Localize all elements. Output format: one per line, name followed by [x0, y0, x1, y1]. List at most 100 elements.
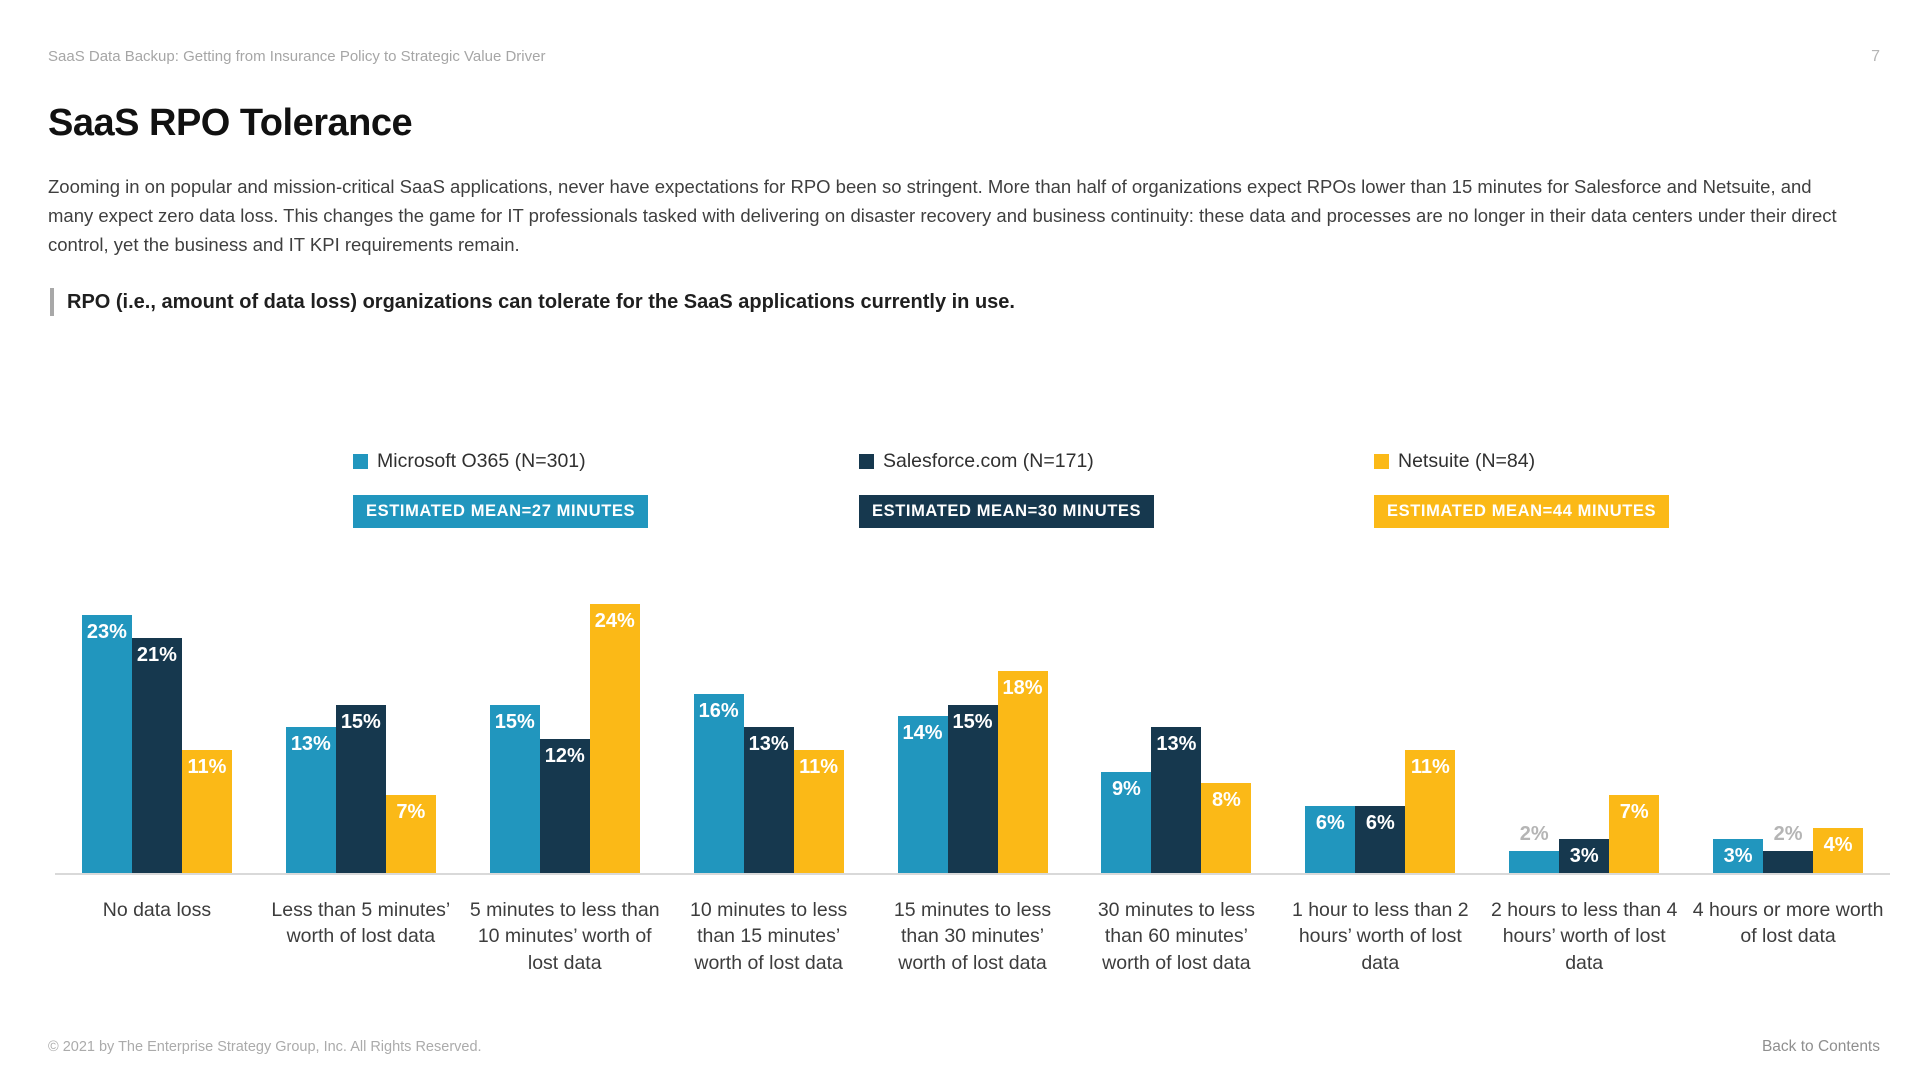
bar-group: 16% 13% 11%	[667, 593, 871, 873]
bar-value-label: 9%	[1111, 778, 1141, 801]
bar-value-label: 3%	[1723, 845, 1753, 868]
category-axis-labels: No data loss Less than 5 minutes’ worth o…	[55, 897, 1890, 976]
category-label: 4 hours or more worth of lost data	[1692, 899, 1884, 948]
bar: 11%	[1405, 749, 1456, 873]
bar: 14%	[897, 716, 948, 873]
bar-row: 2% 3% 7%	[1509, 794, 1660, 873]
bar-row: 13% 15% 7%	[285, 705, 436, 873]
bar-group: 13% 15% 7%	[259, 593, 463, 873]
category-label: 1 hour to less than 2 hours’ worth of lo…	[1291, 899, 1469, 974]
bar: 13%	[285, 727, 336, 873]
page-footer: © 2021 by The Enterprise Strategy Group,…	[48, 1038, 1880, 1056]
page-number: 7	[1871, 48, 1880, 65]
bar-value-label: 7%	[1619, 800, 1649, 823]
bar-value-label: 11%	[1410, 755, 1450, 778]
bar: 7%	[385, 794, 436, 873]
bar-chart-plot: 23% 21% 11% 13% 15% 7% 15% 12% 24% 16% 13% 11% 14% 15…	[55, 593, 1890, 875]
bar: 23%	[81, 615, 132, 873]
bar-group: 9% 13% 8%	[1074, 593, 1278, 873]
bar: 8%	[1201, 783, 1252, 873]
legend-series-label: Netsuite (N=84)	[1398, 450, 1536, 472]
bar-value-label: 7%	[396, 800, 426, 823]
estimated-mean-badge: ESTIMATED MEAN=27 MINUTES	[353, 495, 649, 528]
bar-value-label: 2%	[1773, 822, 1803, 845]
legend-column: Salesforce.com (N=171) ESTIMATED MEAN=30 …	[859, 450, 1155, 528]
bar-value-label: 11%	[187, 755, 227, 778]
bar-value-label: 3%	[1569, 845, 1599, 868]
bar-value-label: 2%	[1519, 822, 1549, 845]
bar-value-label: 8%	[1211, 789, 1241, 812]
legend-swatch-icon	[353, 454, 368, 469]
legend-item: Microsoft O365 (N=301)	[353, 450, 648, 473]
bar: 6%	[1355, 805, 1406, 873]
bar-value-label: 15%	[494, 711, 535, 733]
bar-value-label: 13%	[748, 733, 789, 756]
bar-value-label: 6%	[1315, 811, 1345, 834]
bar: 24%	[589, 604, 640, 873]
category-label: Less than 5 minutes’ worth of lost data	[271, 899, 451, 948]
category-label: 5 minutes to less than 10 minutes’ worth…	[469, 899, 660, 974]
estimated-mean-badge: ESTIMATED MEAN=44 MINUTES	[1374, 495, 1670, 528]
category-label: 15 minutes to less than 30 minutes’ wort…	[893, 899, 1052, 974]
bar: 2%	[1763, 823, 1814, 873]
bar-row: 15% 12% 24%	[489, 604, 640, 873]
bar: 11%	[181, 749, 232, 873]
bar-value-label: 13%	[290, 733, 331, 756]
bar: 16%	[693, 693, 744, 873]
bar-group: 3% 2% 4%	[1686, 593, 1890, 873]
bar-group: 15% 12% 24%	[463, 593, 667, 873]
legend-series-label: Microsoft O365 (N=301)	[377, 450, 586, 472]
heading-accent-bar	[50, 288, 54, 316]
estimated-mean-badge: ESTIMATED MEAN=30 MINUTES	[859, 495, 1155, 528]
bar-row: 6% 6% 11%	[1305, 749, 1456, 873]
back-to-contents-link[interactable]: Back to Contents	[1761, 1038, 1880, 1055]
bar-value-label: 15%	[952, 711, 993, 733]
bar-row: 3% 2% 4%	[1713, 823, 1864, 873]
bar: 15%	[489, 705, 540, 873]
bar: 18%	[997, 671, 1048, 873]
bar: 13%	[1151, 727, 1202, 873]
bar-row: 9% 13% 8%	[1101, 727, 1252, 873]
bar-row: 23% 21% 11%	[81, 615, 232, 873]
category-label: No data loss	[102, 899, 212, 921]
bar: 11%	[793, 749, 844, 873]
bar-value-label: 13%	[1156, 733, 1197, 756]
bar-value-label: 15%	[340, 711, 381, 733]
bar-value-label: 23%	[86, 621, 127, 644]
bar: 7%	[1609, 794, 1660, 873]
legend-column: Microsoft O365 (N=301) ESTIMATED MEAN=27 …	[353, 450, 649, 528]
bar: 21%	[131, 637, 182, 873]
bar-row: 14% 15% 18%	[897, 671, 1048, 873]
copyright-text: © 2021 by The Enterprise Strategy Group,…	[48, 1039, 482, 1055]
chart-heading-text: RPO (i.e., amount of data loss) organiza…	[67, 290, 1015, 313]
bar: 4%	[1813, 828, 1864, 873]
chart-heading: RPO (i.e., amount of data loss) organiza…	[50, 288, 1015, 316]
bar: 3%	[1559, 839, 1610, 873]
document-title: SaaS Data Backup: Getting from Insurance…	[48, 48, 546, 65]
bar-value-label: 24%	[594, 610, 635, 633]
bar: 15%	[335, 705, 386, 873]
bar-value-label: 21%	[136, 643, 177, 666]
legend-series-label: Salesforce.com (N=171)	[883, 450, 1094, 472]
bar: 6%	[1305, 805, 1356, 873]
bar-value-label: 4%	[1823, 834, 1853, 857]
bar: 15%	[947, 705, 998, 873]
bar-value-label: 14%	[902, 722, 943, 745]
category-label: 2 hours to less than 4 hours’ worth of l…	[1490, 899, 1678, 974]
legend-swatch-icon	[859, 454, 874, 469]
bar-value-label: 12%	[544, 744, 585, 767]
bar-value-label: 11%	[799, 755, 839, 778]
bar: 3%	[1713, 839, 1764, 873]
bar-row: 16% 13% 11%	[693, 693, 844, 873]
page-title: SaaS RPO Tolerance	[48, 102, 413, 144]
bar-group: 6% 6% 11%	[1278, 593, 1482, 873]
category-label: 30 minutes to less than 60 minutes’ wort…	[1097, 899, 1255, 974]
bar-group: 2% 3% 7%	[1482, 593, 1686, 873]
bar: 12%	[539, 738, 590, 873]
bar-group: 14% 15% 18%	[871, 593, 1075, 873]
bar: 9%	[1101, 772, 1152, 873]
legend-column: Netsuite (N=84) ESTIMATED MEAN=44 MINUTES	[1374, 450, 1670, 528]
bar: 2%	[1509, 823, 1560, 873]
legend-item: Netsuite (N=84)	[1374, 450, 1669, 473]
